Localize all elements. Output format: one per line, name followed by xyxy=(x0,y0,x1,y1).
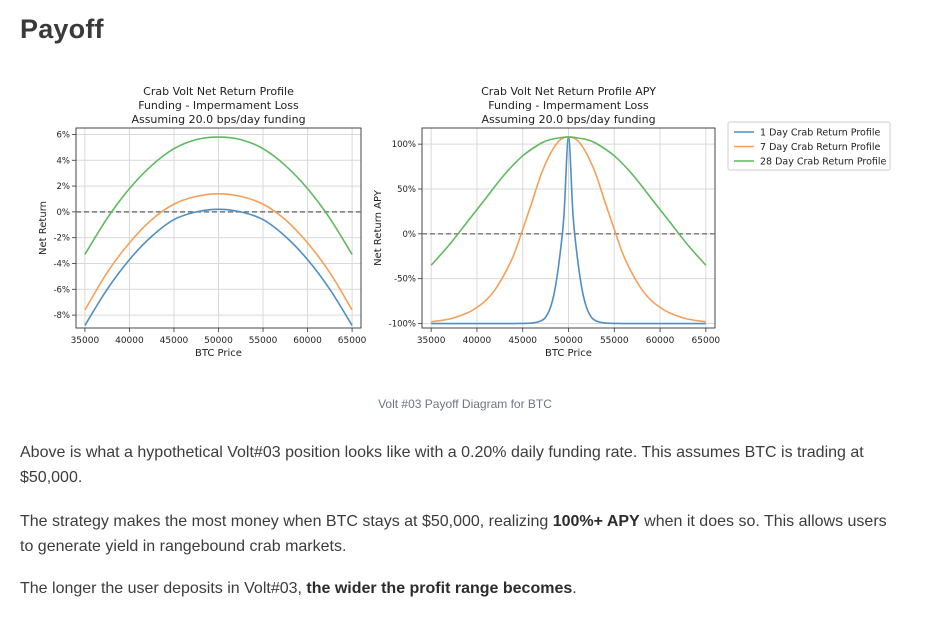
y-tick-label: 6% xyxy=(57,130,71,140)
chart-title-line: Crab Volt Net Return Profile APY xyxy=(481,85,656,98)
x-tick-label: 55000 xyxy=(600,336,629,346)
y-axis-label: Net Return xyxy=(38,201,49,255)
y-tick-label: 0% xyxy=(57,208,71,218)
x-tick-label: 45000 xyxy=(160,336,189,346)
legend-label-28-day: 28 Day Crab Return Profile xyxy=(760,157,887,168)
x-tick-label: 35000 xyxy=(417,336,446,346)
paragraph-3-text-end: . xyxy=(572,580,577,597)
x-tick-label: 50000 xyxy=(204,336,233,346)
paragraph-2: The strategy makes the most money when B… xyxy=(20,509,900,559)
chart-title-line: Funding - Impermament Loss xyxy=(138,99,299,112)
x-tick-label: 55000 xyxy=(249,336,278,346)
page-title: Payoff xyxy=(20,14,104,44)
paragraph-2-bold: 100%+ APY xyxy=(552,513,640,530)
series-line-7-day xyxy=(84,193,353,311)
chart-title-line: Funding - Impermament Loss xyxy=(488,99,649,112)
y-tick-label: -2% xyxy=(53,234,70,244)
x-tick-label: 60000 xyxy=(646,336,675,346)
y-tick-label: 100% xyxy=(392,140,416,150)
y-tick-label: 0% xyxy=(403,230,417,240)
paragraph-2-text-end: when it does so. This allows users to ge… xyxy=(20,513,887,555)
series-line-28-day xyxy=(84,136,353,255)
x-tick-label: 35000 xyxy=(71,336,100,346)
y-axis-label: Net Return APY xyxy=(373,189,384,266)
x-axis-label: BTC Price xyxy=(545,348,592,359)
y-tick-label: -100% xyxy=(389,320,416,330)
x-axis-label: BTC Price xyxy=(195,348,242,359)
y-tick-label: -4% xyxy=(53,259,70,269)
series-line-1-day xyxy=(84,208,353,326)
paragraph-2-text: The strategy makes the most money when B… xyxy=(20,513,553,530)
y-tick-label: 2% xyxy=(57,182,71,192)
x-tick-label: 40000 xyxy=(463,336,492,346)
paragraph-3-bold: the wider the profit range becomes xyxy=(306,580,573,597)
x-tick-label: 40000 xyxy=(115,336,144,346)
y-tick-label: -6% xyxy=(53,285,70,295)
x-tick-label: 60000 xyxy=(293,336,322,346)
y-tick-label: 50% xyxy=(397,185,416,195)
x-tick-label: 50000 xyxy=(554,336,583,346)
figure-caption: Volt #03 Payoff Diagram for BTC xyxy=(378,397,552,411)
chart-legend: 1 Day Crab Return Profile 7 Day Crab Retu… xyxy=(727,121,891,171)
paragraph-1: Above is what a hypothetical Volt#03 pos… xyxy=(20,444,864,486)
x-tick-label: 65000 xyxy=(338,336,367,346)
legend-box xyxy=(727,121,891,171)
series-line-28-day xyxy=(430,136,707,266)
chart-title-line: Assuming 20.0 bps/day funding xyxy=(481,113,655,126)
legend-label-7-day: 7 Day Crab Return Profile xyxy=(760,142,880,153)
legend-label-1-day: 1 Day Crab Return Profile xyxy=(760,128,880,139)
y-tick-label: -8% xyxy=(53,311,70,321)
chart-title-line: Assuming 20.0 bps/day funding xyxy=(131,113,305,126)
x-tick-label: 45000 xyxy=(508,336,537,346)
y-tick-label: -50% xyxy=(394,275,416,285)
paragraph-3-text: The longer the user deposits in Volt#03, xyxy=(20,580,307,597)
chart-panel-2: Crab Volt Net Return Profile APYFunding … xyxy=(373,85,720,359)
y-tick-label: 4% xyxy=(57,156,71,166)
x-tick-label: 65000 xyxy=(692,336,721,346)
paragraph-3: The longer the user deposits in Volt#03,… xyxy=(20,576,900,601)
chart-title-line: Crab Volt Net Return Profile xyxy=(143,85,294,98)
